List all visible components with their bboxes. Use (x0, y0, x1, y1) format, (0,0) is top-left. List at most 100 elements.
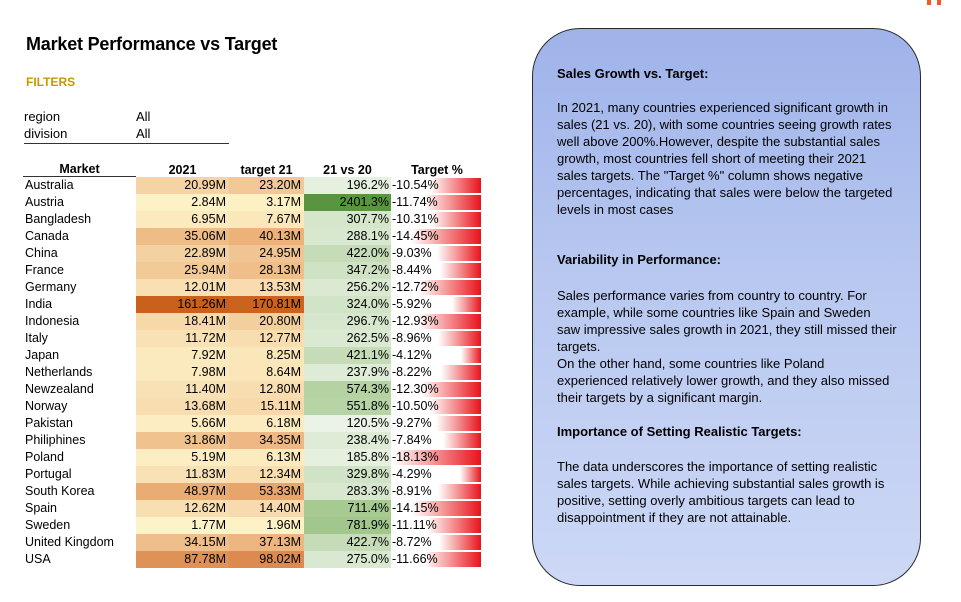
cell-21vs20: 329.8% (304, 466, 391, 483)
cell-target-pct: -8.72% (391, 534, 483, 551)
cell-21vs20: 574.3% (304, 381, 391, 398)
corner-accent (927, 0, 941, 5)
target-pct-bar (412, 501, 481, 516)
table-row[interactable]: Newzealand 11.40M 12.80M 574.3% -12.30% (23, 381, 483, 398)
cell-2021: 11.40M (136, 381, 229, 398)
cell-market: Philiphines (25, 433, 86, 447)
target-pct-label: -4.29% (392, 467, 432, 481)
table-row[interactable]: United Kingdom 34.15M 37.13M 422.7% -8.72% (23, 534, 483, 551)
cell-target21: 170.81M (229, 296, 304, 313)
table-row[interactable]: Japan 7.92M 8.25M 421.1% -4.12% (23, 347, 483, 364)
table-row[interactable]: Bangladesh 6.95M 7.67M 307.7% -10.31% (23, 211, 483, 228)
filters-label: FILTERS (26, 75, 76, 89)
cell-market: Netherlands (25, 365, 93, 379)
target-pct-label: -11.74% (392, 195, 438, 209)
table-row[interactable]: Netherlands 7.98M 8.64M 237.9% -8.22% (23, 364, 483, 381)
table-row[interactable]: Philiphines 31.86M 34.35M 238.4% -7.84% (23, 432, 483, 449)
filter-division-value[interactable]: All (136, 126, 151, 141)
cell-2021: 12.62M (136, 500, 229, 517)
cell-market: Sweden (25, 518, 71, 532)
target-pct-bar (460, 467, 481, 482)
cell-target21: 37.13M (229, 534, 304, 551)
cell-market: Pakistan (25, 416, 73, 430)
cell-21vs20: 711.4% (304, 500, 391, 517)
cell-target21: 3.17M (229, 194, 304, 211)
target-pct-label: -10.50% (392, 399, 439, 413)
table-row[interactable]: Spain 12.62M 14.40M 711.4% -14.15% (23, 500, 483, 517)
cell-market: Canada (25, 229, 69, 243)
cell-target-pct: -4.12% (391, 347, 483, 364)
target-pct-label: -8.72% (392, 535, 432, 549)
cell-market: Japan (25, 348, 60, 362)
cell-target-pct: -14.15% (391, 500, 483, 517)
cell-target21: 6.13M (229, 449, 304, 466)
target-pct-label: -12.93% (392, 314, 439, 328)
col-header-market[interactable]: Market (23, 160, 136, 177)
target-pct-bar (441, 365, 481, 380)
table-row[interactable]: Norway 13.68M 15.11M 551.8% -10.50% (23, 398, 483, 415)
cell-2021: 161.26M (136, 296, 229, 313)
table-row[interactable]: Germany 12.01M 13.53M 256.2% -12.72% (23, 279, 483, 296)
table-row[interactable]: South Korea 48.97M 53.33M 283.3% -8.91% (23, 483, 483, 500)
cell-2021: 7.92M (136, 347, 229, 364)
table-row[interactable]: Indonesia 18.41M 20.80M 296.7% -12.93% (23, 313, 483, 330)
table-row[interactable]: Australia 20.99M 23.20M 196.2% -10.54% (23, 176, 483, 195)
table-row[interactable]: Italy 11.72M 12.77M 262.5% -8.96% (23, 330, 483, 347)
corner-mark (927, 0, 931, 5)
cell-21vs20: 288.1% (304, 228, 391, 245)
cell-target21: 12.80M (229, 381, 304, 398)
table-row[interactable]: USA 87.78M 98.02M 275.0% -11.66% (23, 551, 483, 568)
cell-market: Australia (25, 178, 74, 192)
insight-title-growth: Sales Growth vs. Target: (557, 66, 709, 81)
table-row[interactable]: Pakistan 5.66M 6.18M 120.5% -9.27% (23, 415, 483, 432)
cell-target-pct: -10.50% (391, 398, 483, 415)
table-row[interactable]: Sweden 1.77M 1.96M 781.9% -11.11% (23, 517, 483, 534)
cell-2021: 6.95M (136, 211, 229, 228)
col-header-21vs20[interactable]: 21 vs 20 (323, 162, 372, 177)
col-header-target21[interactable]: target 21 (240, 162, 293, 177)
insight-title-variability: Variability in Performance: (557, 252, 722, 267)
target-pct-bar (438, 484, 481, 499)
cell-2021: 5.19M (136, 449, 229, 466)
cell-21vs20: 324.0% (304, 296, 391, 313)
col-header-target-pct[interactable]: Target % (411, 162, 463, 177)
col-header-2021[interactable]: 2021 (168, 162, 197, 177)
cell-target-pct: -11.74% (391, 194, 483, 211)
target-pct-label: -10.31% (392, 212, 439, 226)
filters-divider (24, 143, 229, 144)
cell-market: Bangladesh (25, 212, 92, 226)
cell-2021: 34.15M (136, 534, 229, 551)
table-row[interactable]: Austria 2.84M 3.17M 2401.3% -11.74% (23, 194, 483, 211)
target-pct-label: -12.30% (392, 382, 439, 396)
filter-region-value[interactable]: All (136, 109, 151, 124)
target-pct-label: -14.15% (392, 501, 439, 515)
target-pct-label: -11.11% (392, 518, 437, 532)
target-pct-label: -14.45% (392, 229, 439, 243)
cell-target-pct: -10.31% (391, 211, 483, 228)
table-row[interactable]: India 161.26M 170.81M 324.0% -5.92% (23, 296, 483, 313)
cell-2021: 22.89M (136, 245, 229, 262)
target-pct-label: -7.84% (392, 433, 432, 447)
cell-market: Italy (25, 331, 48, 345)
target-pct-bar (419, 280, 481, 295)
cell-2021: 48.97M (136, 483, 229, 500)
cell-target21: 34.35M (229, 432, 304, 449)
table-row[interactable]: Portugal 11.83M 12.34M 329.8% -4.29% (23, 466, 483, 483)
cell-2021: 11.72M (136, 330, 229, 347)
cell-target21: 7.67M (229, 211, 304, 228)
target-pct-label: -9.27% (392, 416, 432, 430)
target-pct-bar (424, 195, 481, 210)
table-row[interactable]: France 25.94M 28.13M 347.2% -8.44% (23, 262, 483, 279)
cell-target-pct: -14.45% (391, 228, 483, 245)
filter-region-label: region (24, 109, 61, 124)
table-row[interactable]: Poland 5.19M 6.13M 185.8% -18.13% (23, 449, 483, 466)
table-row[interactable]: Canada 35.06M 40.13M 288.1% -14.45% (23, 228, 483, 245)
target-pct-label: -5.92% (392, 297, 432, 311)
cell-target-pct: -10.54% (391, 177, 483, 195)
page-title: Market Performance vs Target (26, 34, 278, 54)
table-row[interactable]: China 22.89M 24.95M 422.0% -9.03% (23, 245, 483, 262)
target-pct-bar (421, 382, 481, 397)
cell-2021: 87.78M (136, 551, 229, 568)
cell-market: United Kingdom (25, 535, 114, 549)
target-pct-bar (430, 399, 481, 414)
